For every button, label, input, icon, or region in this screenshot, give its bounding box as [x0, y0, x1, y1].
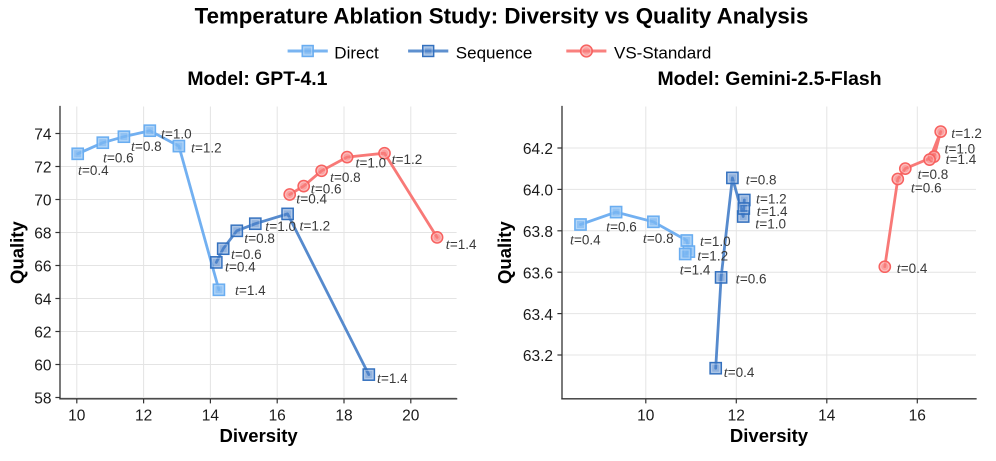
svg-text:t=1.0: t=1.0	[265, 219, 296, 235]
svg-text:64.2: 64.2	[523, 141, 553, 158]
svg-text:t=0.6: t=0.6	[736, 271, 767, 287]
svg-text:10: 10	[637, 408, 655, 425]
svg-text:t=1.0: t=1.0	[945, 142, 976, 158]
svg-text:14: 14	[202, 408, 220, 425]
svg-text:VS-Standard: VS-Standard	[614, 43, 711, 62]
svg-text:Sequence: Sequence	[456, 43, 533, 62]
svg-text:t=1.2: t=1.2	[191, 141, 222, 157]
svg-text:t=1.2: t=1.2	[300, 219, 331, 235]
svg-text:t=1.0: t=1.0	[755, 216, 786, 232]
svg-text:t=0.8: t=0.8	[131, 139, 162, 155]
svg-text:t=1.0: t=1.0	[161, 126, 192, 142]
svg-text:Quality: Quality	[494, 221, 515, 284]
svg-text:t=0.6: t=0.6	[103, 150, 134, 166]
svg-text:16: 16	[909, 408, 926, 425]
svg-text:t=0.4: t=0.4	[724, 365, 755, 381]
svg-text:t=1.2: t=1.2	[951, 126, 982, 142]
svg-text:12: 12	[135, 408, 152, 425]
svg-text:t=0.6: t=0.6	[311, 182, 342, 198]
svg-text:62: 62	[34, 325, 51, 342]
svg-text:16: 16	[269, 408, 286, 425]
svg-text:18: 18	[335, 408, 352, 425]
svg-text:74: 74	[34, 127, 52, 144]
svg-text:14: 14	[818, 408, 836, 425]
svg-text:64.0: 64.0	[523, 183, 554, 200]
svg-text:t=1.4: t=1.4	[757, 204, 788, 220]
svg-text:t=0.6: t=0.6	[911, 181, 942, 197]
svg-text:Quality: Quality	[7, 221, 28, 284]
svg-text:12: 12	[728, 408, 745, 425]
svg-text:t=1.2: t=1.2	[697, 248, 728, 264]
svg-text:t=1.4: t=1.4	[446, 237, 477, 253]
svg-text:t=1.2: t=1.2	[392, 152, 423, 168]
svg-text:t=1.4: t=1.4	[946, 152, 977, 168]
svg-text:Model: Gemini-2.5-Flash: Model: Gemini-2.5-Flash	[657, 68, 881, 90]
svg-text:64: 64	[34, 292, 52, 309]
svg-text:72: 72	[34, 160, 51, 177]
svg-text:63.4: 63.4	[523, 307, 554, 324]
svg-text:t=0.4: t=0.4	[897, 261, 928, 277]
svg-text:68: 68	[34, 226, 51, 243]
svg-text:10: 10	[68, 408, 86, 425]
svg-text:t=1.0: t=1.0	[700, 234, 731, 250]
svg-text:t=0.8: t=0.8	[330, 170, 361, 186]
svg-text:t=0.4: t=0.4	[570, 233, 601, 249]
svg-text:60: 60	[34, 358, 52, 375]
svg-text:66: 66	[34, 259, 51, 276]
svg-text:Model: GPT-4.1: Model: GPT-4.1	[187, 68, 327, 90]
svg-text:70: 70	[34, 193, 52, 210]
svg-text:t=0.8: t=0.8	[746, 172, 777, 188]
svg-text:t=1.4: t=1.4	[377, 371, 408, 387]
svg-text:t=0.6: t=0.6	[231, 247, 262, 263]
svg-text:t=0.8: t=0.8	[643, 231, 674, 247]
svg-text:t=0.4: t=0.4	[296, 192, 327, 208]
svg-text:Diversity: Diversity	[730, 425, 809, 446]
svg-text:t=1.4: t=1.4	[235, 283, 266, 299]
svg-text:t=1.4: t=1.4	[680, 263, 711, 279]
svg-text:63.6: 63.6	[523, 265, 553, 282]
svg-text:t=0.8: t=0.8	[918, 167, 949, 183]
svg-text:63.2: 63.2	[523, 348, 553, 365]
svg-text:t=0.4: t=0.4	[225, 259, 256, 275]
svg-text:Direct: Direct	[334, 43, 379, 62]
svg-text:58: 58	[34, 391, 51, 408]
svg-text:t=0.6: t=0.6	[606, 219, 637, 235]
svg-text:t=0.8: t=0.8	[244, 231, 275, 247]
svg-text:20: 20	[402, 408, 420, 425]
svg-text:63.8: 63.8	[523, 224, 553, 241]
svg-text:t=0.4: t=0.4	[78, 163, 109, 179]
svg-text:Temperature Ablation Study: Di: Temperature Ablation Study: Diversity vs…	[195, 4, 809, 29]
svg-text:t=1.2: t=1.2	[756, 192, 787, 208]
svg-text:Diversity: Diversity	[220, 425, 299, 446]
svg-text:t=1.0: t=1.0	[356, 156, 387, 172]
